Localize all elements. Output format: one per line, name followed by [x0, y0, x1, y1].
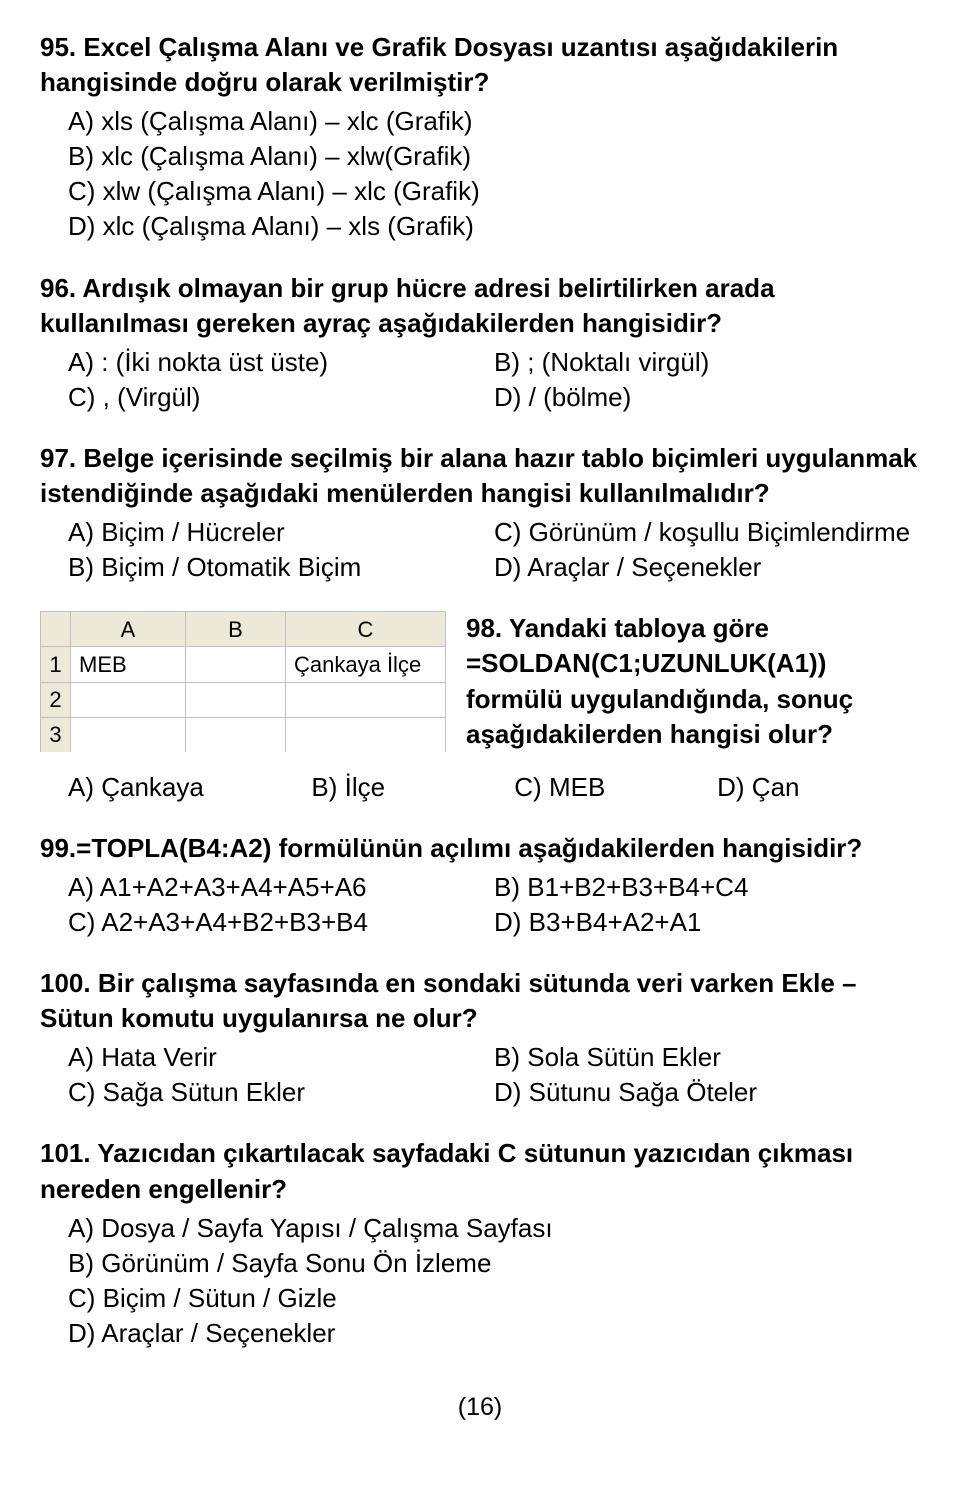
- q98-opt-a: A) Çankaya: [68, 770, 311, 805]
- q96-text: 96. Ardışık olmayan bir grup hücre adres…: [40, 271, 920, 341]
- q96-opt-a: A) : (İki nokta üst üste): [68, 345, 494, 380]
- q100-opt-c: C) Sağa Sütun Ekler: [68, 1075, 494, 1110]
- cell-b3: [186, 717, 286, 752]
- corner-cell: [41, 612, 71, 647]
- question-99: 99.=TOPLA(B4:A2) formülünün açılımı aşağ…: [40, 831, 920, 940]
- q98-text: 98. Yandaki tabloya göre =SOLDAN(C1;UZUN…: [466, 611, 920, 751]
- q99-opt-c: C) A2+A3+A4+B2+B3+B4: [68, 905, 494, 940]
- q100-options: A) Hata Verir B) Sola Sütün Ekler C) Sağ…: [68, 1040, 920, 1110]
- q98-options: A) Çankaya B) İlçe C) MEB D) Çan: [68, 770, 920, 805]
- cell-c3: [286, 717, 446, 752]
- q95-text: 95. Excel Çalışma Alanı ve Grafik Dosyas…: [40, 30, 920, 100]
- q96-opt-c: C) , (Virgül): [68, 380, 494, 415]
- q100-opt-a: A) Hata Verir: [68, 1040, 494, 1075]
- q95-opt-b: B) xlc (Çalışma Alanı) – xlw(Grafik): [68, 139, 920, 174]
- question-97: 97. Belge içerisinde seçilmiş bir alana …: [40, 441, 920, 585]
- q101-text: 101. Yazıcıdan çıkartılacak sayfadaki C …: [40, 1136, 920, 1206]
- q98-opt-d: D) Çan: [717, 770, 920, 805]
- cell-c1: Çankaya İlçe: [286, 647, 446, 682]
- row-header-3: 3: [41, 717, 71, 752]
- q97-text: 97. Belge içerisinde seçilmiş bir alana …: [40, 441, 920, 511]
- question-96: 96. Ardışık olmayan bir grup hücre adres…: [40, 271, 920, 415]
- q96-options: A) : (İki nokta üst üste) B) ; (Noktalı …: [68, 345, 920, 415]
- q95-opt-d: D) xlc (Çalışma Alanı) – xls (Grafik): [68, 209, 920, 244]
- col-header-b: B: [186, 612, 286, 647]
- q97-opt-c: C) Görünüm / koşullu Biçimlendirme: [494, 515, 920, 550]
- col-header-a: A: [71, 612, 186, 647]
- q100-text: 100. Bir çalışma sayfasında en sondaki s…: [40, 966, 920, 1036]
- q97-opt-b: B) Biçim / Otomatik Biçim: [68, 550, 494, 585]
- q95-options: A) xls (Çalışma Alanı) – xlc (Grafik) B)…: [68, 104, 920, 244]
- q98-opt-c: C) MEB: [514, 770, 717, 805]
- q101-options: A) Dosya / Sayfa Yapısı / Çalışma Sayfas…: [68, 1211, 920, 1351]
- cell-b1: [186, 647, 286, 682]
- q101-opt-b: B) Görünüm / Sayfa Sonu Ön İzleme: [68, 1246, 920, 1281]
- q95-opt-a: A) xls (Çalışma Alanı) – xlc (Grafik): [68, 104, 920, 139]
- question-98: A B C 1 MEB Çankaya İlçe 2 3: [40, 611, 920, 804]
- q100-opt-d: D) Sütunu Sağa Öteler: [494, 1075, 920, 1110]
- row-header-2: 2: [41, 682, 71, 717]
- q98-row: A B C 1 MEB Çankaya İlçe 2 3: [40, 611, 920, 751]
- q97-options: A) Biçim / Hücreler C) Görünüm / koşullu…: [68, 515, 920, 585]
- q95-opt-c: C) xlw (Çalışma Alanı) – xlc (Grafik): [68, 174, 920, 209]
- q99-options: A) A1+A2+A3+A4+A5+A6 B) B1+B2+B3+B4+C4 C…: [68, 870, 920, 940]
- q100-opt-b: B) Sola Sütün Ekler: [494, 1040, 920, 1075]
- excel-table: A B C 1 MEB Çankaya İlçe 2 3: [40, 611, 446, 751]
- q98-opt-b: B) İlçe: [311, 770, 514, 805]
- q97-opt-a: A) Biçim / Hücreler: [68, 515, 494, 550]
- question-100: 100. Bir çalışma sayfasında en sondaki s…: [40, 966, 920, 1110]
- cell-a3: [71, 717, 186, 752]
- q101-opt-d: D) Araçlar / Seçenekler: [68, 1316, 920, 1351]
- q99-text: 99.=TOPLA(B4:A2) formülünün açılımı aşağ…: [40, 831, 920, 866]
- cell-a1: MEB: [71, 647, 186, 682]
- q96-opt-b: B) ; (Noktalı virgül): [494, 345, 920, 380]
- q99-opt-a: A) A1+A2+A3+A4+A5+A6: [68, 870, 494, 905]
- cell-a2: [71, 682, 186, 717]
- cell-c2: [286, 682, 446, 717]
- q99-opt-d: D) B3+B4+A2+A1: [494, 905, 920, 940]
- q101-opt-a: A) Dosya / Sayfa Yapısı / Çalışma Sayfas…: [68, 1211, 920, 1246]
- q97-opt-d: D) Araçlar / Seçenekler: [494, 550, 920, 585]
- q99-opt-b: B) B1+B2+B3+B4+C4: [494, 870, 920, 905]
- col-header-c: C: [286, 612, 446, 647]
- question-101: 101. Yazıcıdan çıkartılacak sayfadaki C …: [40, 1136, 920, 1351]
- page-number: (16): [40, 1391, 920, 1425]
- question-95: 95. Excel Çalışma Alanı ve Grafik Dosyas…: [40, 30, 920, 245]
- row-header-1: 1: [41, 647, 71, 682]
- q96-opt-d: D) / (bölme): [494, 380, 920, 415]
- cell-b2: [186, 682, 286, 717]
- q101-opt-c: C) Biçim / Sütun / Gizle: [68, 1281, 920, 1316]
